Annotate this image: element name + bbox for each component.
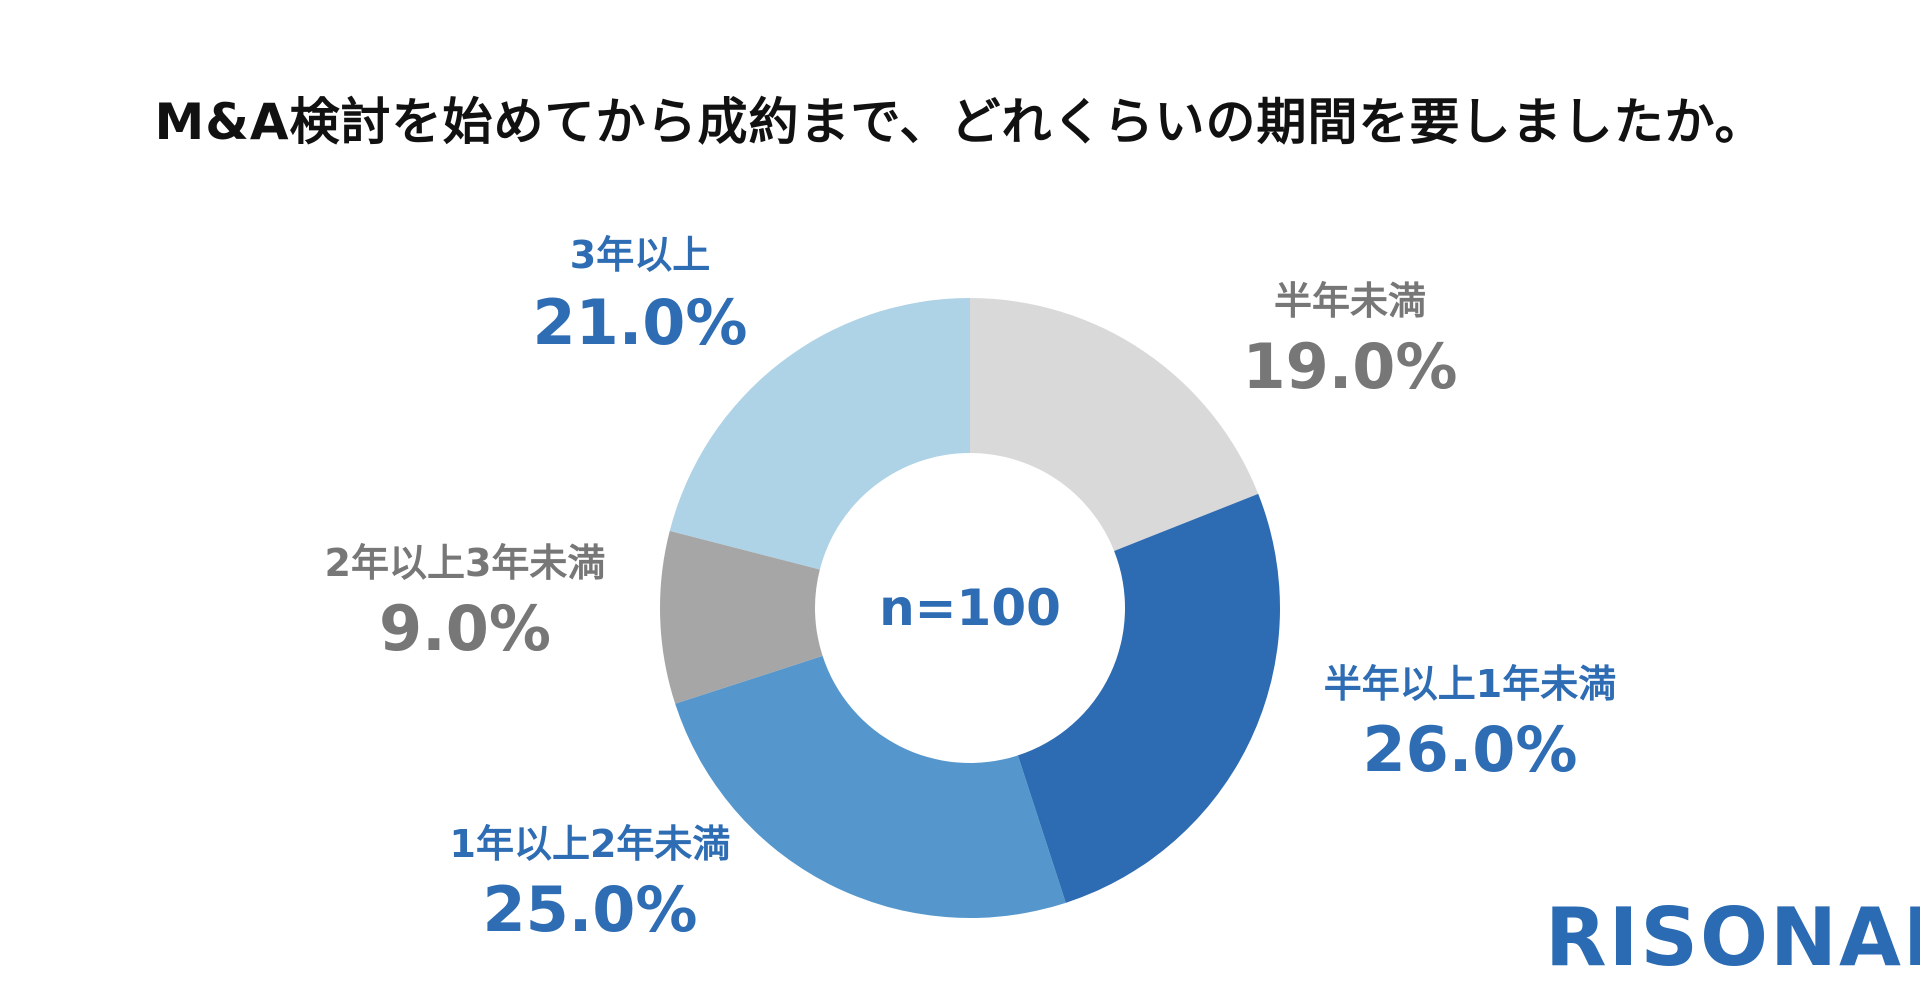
slice-label-2: 半年以上1年未満 — [1324, 662, 1616, 706]
center-label: n=100 — [879, 579, 1061, 637]
donut-slice-1 — [970, 298, 1259, 551]
donut-slice-2 — [1017, 493, 1280, 903]
slice-value-5: 21.0% — [532, 286, 747, 359]
slice-label-5: 3年以上 — [570, 233, 710, 277]
slice-value-2: 26.0% — [1362, 713, 1577, 786]
donut-slices — [659, 298, 1280, 918]
slice-labels: 半年未満 19.0% 半年以上1年未満 26.0% 1年以上2年未満 25.0% 2年以上3… — [325, 233, 1617, 946]
slice-value-4: 9.0% — [379, 592, 551, 665]
chart-title: M&A検討を始めてから成約まで、どれくらいの期間を要しましたか。 — [154, 93, 1766, 151]
slice-label-1: 半年未満 — [1274, 279, 1426, 323]
risonal-logo: RISONAL — [1545, 891, 1920, 984]
donut-slice-5 — [669, 298, 970, 570]
slice-label-3: 1年以上2年未満 — [450, 822, 731, 866]
slice-value-1: 19.0% — [1242, 330, 1457, 403]
slice-label-4: 2年以上3年未満 — [325, 541, 606, 585]
slice-value-3: 25.0% — [482, 873, 697, 946]
donut-slice-3 — [675, 655, 1066, 918]
donut-slice-4 — [659, 530, 823, 704]
